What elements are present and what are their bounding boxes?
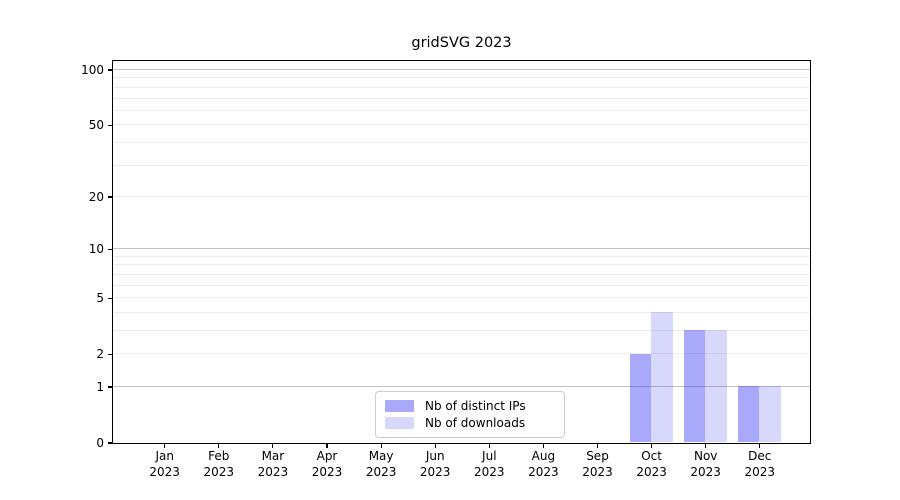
y-gridline-minor [112,77,810,79]
x-tick-label-jan: Jan 2023 [137,449,193,480]
bar-distinct-ips-nov [683,330,706,443]
y-tick-label-100: 100 [81,63,104,78]
y-tick-label-20: 20 [88,189,104,204]
bar-distinct-ips-oct [629,353,652,443]
x-tick-year: 2023 [365,464,397,479]
y-gridline-minor [112,329,810,331]
x-tick-label-oct: Oct 2023 [624,449,680,480]
y-tick-label-5: 5 [96,291,104,306]
y-gridline-1 [112,385,810,387]
y-gridline-20 [112,195,810,197]
x-tick-label-jun: Jun 2023 [407,449,463,480]
bar-downloads-oct [651,312,673,443]
x-tick-label-jul: Jul 2023 [461,449,517,480]
legend-swatch-distinct-ips-icon [385,400,414,412]
y-gridline-minor [112,97,810,99]
y-tick-mark-50 [108,124,113,126]
y-gridline-minor [112,264,810,266]
x-tick-mark-nov [705,443,707,448]
y-gridline-minor [112,255,810,257]
legend: Nb of distinct IPs Nb of downloads [375,391,565,438]
x-tick-year: 2023 [582,464,613,479]
y-gridline-minor [112,109,810,111]
x-tick-mark-jul [488,443,490,448]
y-gridline-minor [112,141,810,143]
x-tick-mark-jan [164,443,166,448]
x-tick-label-nov: Nov 2023 [678,449,734,480]
x-tick-year: 2023 [257,464,289,479]
y-gridline-100 [112,69,810,71]
x-tick-year: 2023 [203,464,235,479]
y-tick-label-50: 50 [88,118,104,133]
y-gridline-minor [112,311,810,313]
y-tick-mark-100 [108,69,113,71]
x-tick-mark-mar [272,443,274,448]
bar-downloads-nov [705,330,727,443]
legend-item-distinct-ips: Nb of distinct IPs [385,398,555,414]
x-tick-label-may: May 2023 [353,449,409,480]
x-tick-mark-feb [218,443,220,448]
y-tick-label-1: 1 [96,379,104,394]
x-tick-mark-apr [326,443,328,448]
y-gridline-10 [112,248,810,250]
y-gridline-minor [112,273,810,275]
y-tick-mark-5 [108,297,113,299]
x-tick-year: 2023 [636,464,667,479]
x-tick-mark-may [380,443,382,448]
y-gridline-minor [112,164,810,166]
x-tick-year: 2023 [528,464,559,479]
x-tick-label-dec: Dec 2023 [732,449,788,480]
x-tick-label-apr: Apr 2023 [299,449,355,480]
y-tick-label-0: 0 [96,436,104,450]
x-tick-year: 2023 [419,464,451,479]
bar-distinct-ips-dec [737,386,760,443]
y-tick-mark-0 [108,442,113,444]
x-tick-mark-aug [542,443,544,448]
x-tick-mark-dec [759,443,761,448]
x-tick-year: 2023 [311,464,343,479]
legend-item-downloads: Nb of downloads [385,415,555,431]
y-gridline-minor [112,284,810,286]
x-tick-mark-sep [596,443,599,448]
legend-label-distinct-ips: Nb of distinct IPs [425,399,526,413]
x-tick-year: 2023 [744,464,776,479]
bar-downloads-dec [759,386,781,443]
plot-area [111,59,811,444]
x-tick-mark-jun [434,443,436,448]
x-tick-label-aug: Aug 2023 [515,449,571,480]
x-tick-year: 2023 [690,464,721,479]
y-gridline-5 [112,297,810,299]
legend-swatch-downloads-icon [385,417,414,429]
y-tick-label-2: 2 [96,347,104,362]
y-tick-mark-10 [108,248,113,250]
chart-title: gridSVG 2023 [411,35,512,51]
x-tick-label-sep: Sep 2023 [570,449,626,480]
y-tick-label-10: 10 [88,242,104,257]
x-tick-label-feb: Feb 2023 [191,449,247,480]
y-gridline-minor [112,86,810,88]
x-tick-mark-oct [651,443,653,448]
x-tick-year: 2023 [149,464,180,479]
legend-label-downloads: Nb of downloads [425,416,526,430]
x-tick-year: 2023 [474,464,505,479]
y-gridline-50 [112,124,810,126]
x-tick-label-mar: Mar 2023 [245,449,301,480]
y-tick-mark-1 [108,386,113,388]
y-tick-mark-20 [108,196,113,198]
y-tick-mark-2 [108,353,113,355]
y-gridline-2 [112,353,810,355]
